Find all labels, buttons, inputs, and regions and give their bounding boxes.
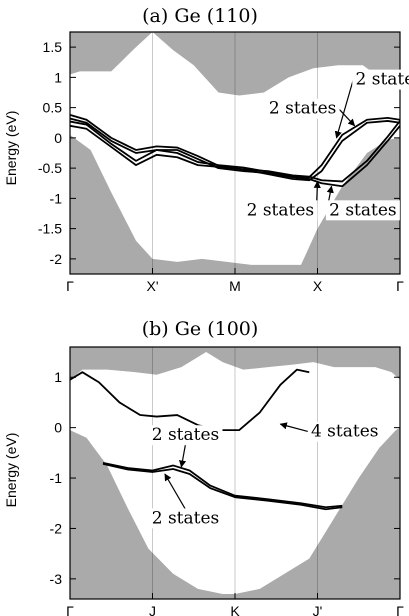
panel-a-ytick-label: 1 <box>54 69 62 85</box>
panel-b-annotation-arrow <box>178 444 187 468</box>
panel-b-annotation-arrow <box>279 422 309 433</box>
panel-a-annotation-label: 2 states <box>269 99 337 119</box>
panel-a-xtick-label: Γ <box>66 278 74 294</box>
panel-b-ylabel: Energy (eV) <box>3 433 19 508</box>
panel-a: (a) Ge (110) Energy (eV) 1.5 1 0.5 0 -0.5 -1 -… <box>3 5 409 294</box>
panel-a-upper-continuum <box>70 32 400 96</box>
panel-a-xtick-label: Γ <box>396 278 404 294</box>
panel-a-xtick-label: X' <box>146 278 158 294</box>
panel-b-annotation-bg <box>148 508 223 529</box>
panel-b-annotation-bg <box>148 425 223 446</box>
panel-a-annotation-label: 2 states <box>356 70 409 90</box>
panel-a-title: (a) Ge (110) <box>142 5 258 27</box>
panel-b-band-0 <box>70 368 310 432</box>
panel-a-annotation-label: 2 states <box>329 200 397 220</box>
panel-a-ytick-label: -1.5 <box>38 221 62 237</box>
panel-b-xtick-label: J' <box>313 603 323 616</box>
panel-b-band-1 <box>102 462 343 509</box>
panel-b-ytick-label: 0 <box>54 420 62 436</box>
panel-b-upper-continuum <box>70 347 400 380</box>
panel-b-ytick-label: -2 <box>50 520 63 536</box>
panel-a-annotation-arrow <box>334 79 354 139</box>
panel-b-annotation-label: 4 states <box>311 422 379 442</box>
panel-a-annotation-label: 2 states <box>247 200 315 220</box>
panel-b-annotation-label: 2 states <box>152 508 220 528</box>
panel-b-ytick-label: -1 <box>50 470 63 486</box>
panel-a-ytick-label: -1 <box>50 190 63 206</box>
panel-a-annotation-arrow <box>338 108 356 127</box>
panel-a-ytick-label: 1.5 <box>43 39 63 55</box>
panel-b-lower-continuum <box>70 427 400 599</box>
panel-a-lower-continuum <box>70 134 400 274</box>
panel-a-ytick-label: -2 <box>50 251 63 267</box>
panel-a-annotation-bg <box>243 200 318 221</box>
panel-b-title: (b) Ge (100) <box>142 318 259 340</box>
panel-b: (b) Ge (100) Energy (eV) 1 0 -1 -2 -3 Γ J K J' Γ 4… <box>3 318 404 616</box>
panel-b-annotation-bg <box>307 421 382 442</box>
panel-a-annotation-bg <box>352 69 409 90</box>
panel-a-band-2 <box>70 117 400 188</box>
panel-a-ytick-label: 0 <box>54 130 62 146</box>
panel-a-clip-group <box>70 32 400 274</box>
panel-a-xtick-label: M <box>229 278 241 294</box>
panel-a-annotation-bg <box>325 200 400 221</box>
panel-b-xtick-label: J <box>149 603 156 616</box>
panel-b-annotation-arrow <box>164 473 187 510</box>
panel-a-xtick-label: X <box>313 278 323 294</box>
panel-a-annotation-bg <box>265 98 340 119</box>
panel-b-plot-area: 1 0 -1 -2 -3 Γ J K J' Γ 4 states 2 states 2 states <box>50 346 404 616</box>
panel-b-xtick-label: Γ <box>66 603 74 616</box>
panel-a-ytick-label: -0.5 <box>38 160 62 176</box>
panel-b-annotation-label: 2 states <box>152 425 220 445</box>
panel-a-band-3 <box>70 114 400 183</box>
panel-b-xtick-label: Γ <box>396 603 404 616</box>
panel-b-band-2 <box>102 463 343 511</box>
panel-b-clip-group <box>70 347 400 599</box>
panel-b-ytick-label: -3 <box>50 571 63 587</box>
panel-a-ylabel: Energy (eV) <box>3 111 19 186</box>
panel-a-ytick-label: 0.5 <box>43 100 63 116</box>
panel-b-xtick-label: K <box>230 603 240 616</box>
panel-b-ytick-label: 1 <box>54 369 62 385</box>
panel-a-band-1 <box>70 117 400 179</box>
